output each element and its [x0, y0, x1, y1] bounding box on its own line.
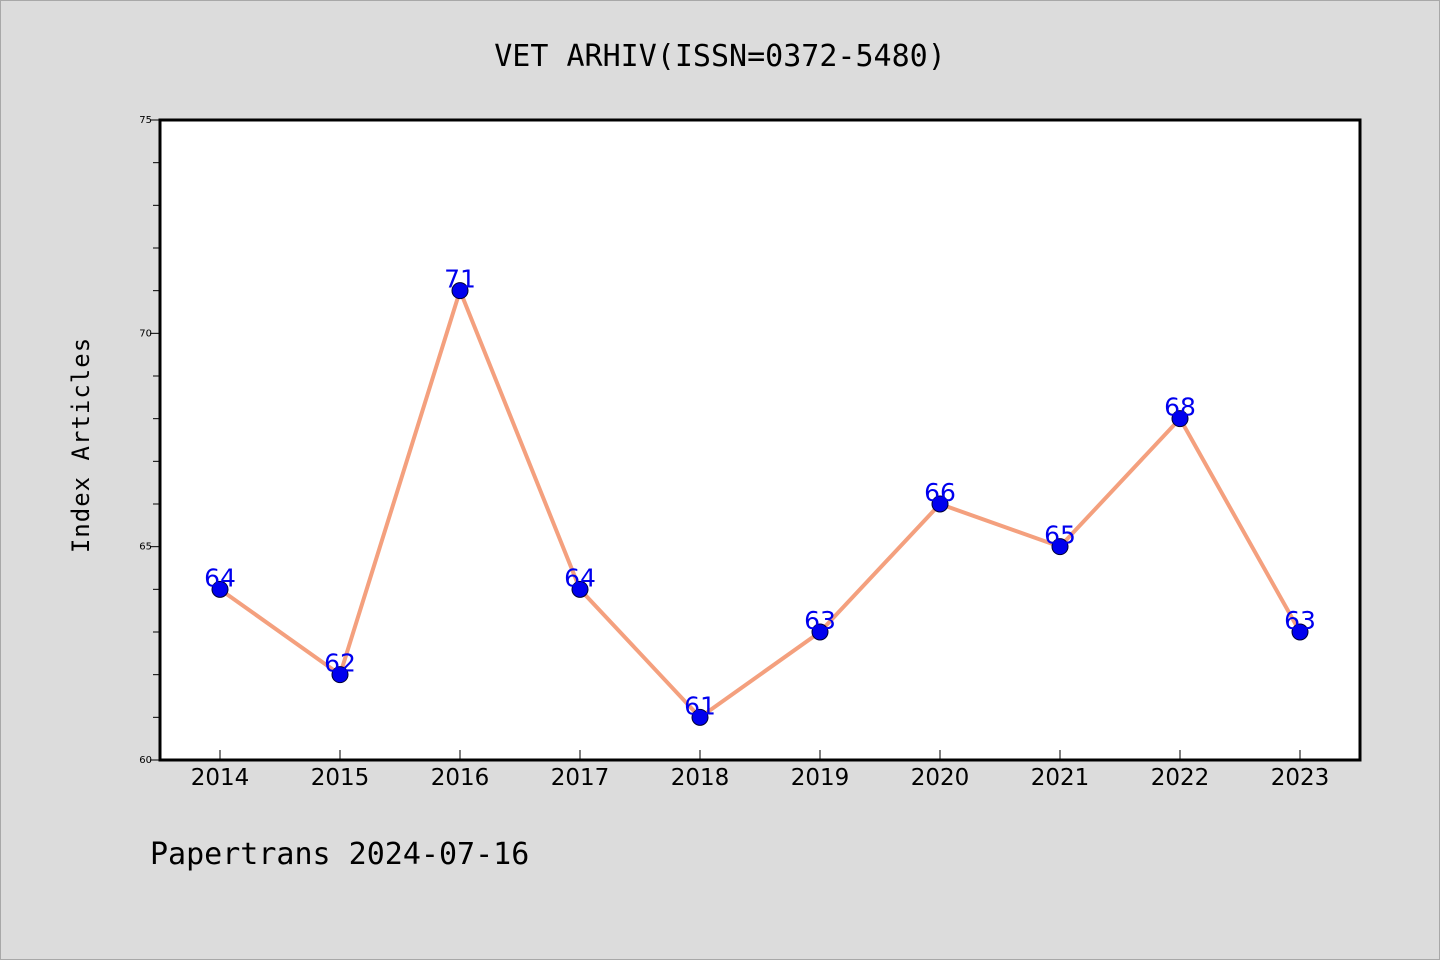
data-label: 68	[1164, 393, 1196, 422]
data-point	[571, 580, 589, 598]
footer-note: Papertrans 2024-07-16	[150, 837, 529, 872]
y-tick-label: 60	[139, 755, 152, 766]
data-label: 63	[804, 606, 836, 635]
data-label: 62	[324, 649, 356, 678]
x-tick-label: 2023	[1271, 765, 1330, 791]
y-tick-label: 65	[139, 542, 152, 553]
series-line	[218, 288, 1302, 720]
y-axis: 60 65 70 75	[139, 115, 160, 766]
x-tick-label: 2019	[791, 765, 850, 791]
series-group: 64 62 71 64 61 63 66 65 68 63	[204, 265, 1316, 726]
data-label: 61	[684, 691, 716, 720]
data-label: 64	[564, 563, 596, 592]
x-tick-label: 2022	[1151, 765, 1210, 791]
x-tick-label: 2017	[551, 765, 610, 791]
x-tick-label: 2020	[911, 765, 970, 791]
x-tick-label: 2018	[671, 765, 730, 791]
x-tick-label: 2014	[191, 765, 250, 791]
data-point	[211, 580, 229, 598]
data-point	[1051, 538, 1069, 556]
data-point	[451, 282, 469, 300]
data-point	[1171, 410, 1189, 428]
data-label: 65	[1044, 521, 1076, 550]
data-point	[691, 708, 709, 726]
plot-border	[158, 118, 1362, 762]
x-tick-label: 2021	[1031, 765, 1090, 791]
x-tick-label: 2015	[311, 765, 370, 791]
y-tick-label: 70	[139, 328, 152, 339]
data-point	[1291, 623, 1309, 641]
data-label: 63	[1284, 606, 1316, 635]
data-label: 66	[924, 478, 956, 507]
data-label: 71	[444, 265, 476, 294]
x-axis: 2014 2015 2016 2017 2018 2019 2020 2021 2022 2023	[191, 750, 1330, 791]
data-point	[931, 495, 949, 513]
data-point	[331, 666, 349, 684]
data-label: 64	[204, 563, 236, 592]
data-point	[811, 623, 829, 641]
y-tick-label: 75	[139, 115, 152, 126]
y-axis-label: Index Articles	[67, 337, 95, 553]
chart-title: VET ARHIV(ISSN=0372-5480)	[494, 39, 946, 74]
x-tick-label: 2016	[431, 765, 490, 791]
